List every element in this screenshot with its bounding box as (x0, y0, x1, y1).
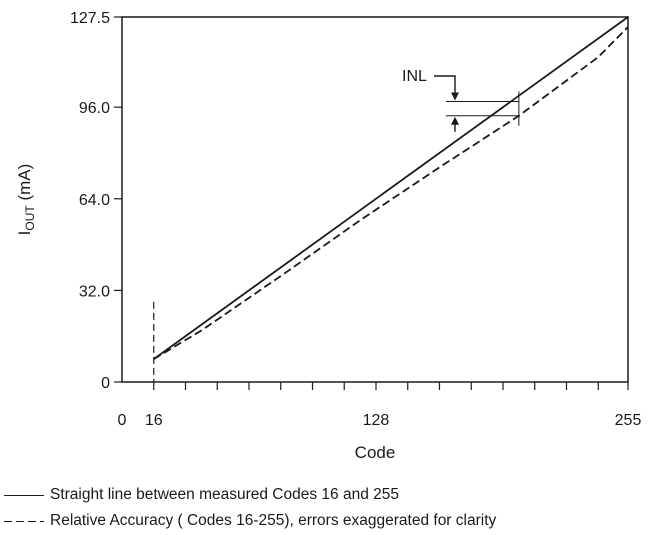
legend-label-solid: Straight line between measured Codes 16 … (50, 486, 399, 503)
x-tick-label: 255 (615, 412, 642, 429)
chart-area: 0 32.0 64.0 96.0 127.5 0 16 128 255 INL Code IOU… (15, 10, 641, 462)
inl-up-arrow-icon (451, 116, 459, 125)
inl-leader-line (434, 75, 456, 94)
legend-entry-dashed: Relative Accuracy ( Codes 16-255), error… (4, 508, 669, 534)
x-tick-label: 16 (145, 412, 163, 429)
y-tick-label: 0 (101, 375, 110, 392)
x-axis-label: Code (355, 443, 396, 462)
inl-down-arrow-icon (451, 92, 459, 101)
legend-entry-solid: Straight line between measured Codes 16 … (4, 482, 669, 508)
legend-solid-line-swatch (4, 495, 44, 496)
y-axis-label-subscript: OUT (23, 205, 37, 231)
y-tick-label: 32.0 (79, 283, 110, 300)
legend: Straight line between measured Codes 16 … (4, 482, 669, 534)
axis-tick-labels: 0 32.0 64.0 96.0 127.5 0 16 128 255 (70, 10, 641, 429)
y-axis-label-main: I (15, 231, 34, 236)
x-tick-label: 0 (118, 412, 127, 429)
plot-frame (121, 16, 629, 383)
series-straight-line (153, 16, 629, 360)
data-series (153, 16, 629, 360)
x-tick-label: 128 (363, 412, 390, 429)
plot-border (121, 16, 629, 383)
axis-ticks (114, 16, 629, 390)
inl-label: INL (402, 68, 427, 85)
y-tick-label: 64.0 (79, 192, 110, 209)
chart-annotations: INL (153, 68, 520, 382)
legend-dashed-line-swatch (4, 521, 44, 522)
series-relative-accuracy-line (153, 26, 629, 360)
y-axis-label-unit: (mA) (15, 164, 34, 206)
y-axis-label: IOUT (mA) (15, 164, 37, 236)
legend-label-dashed: Relative Accuracy ( Codes 16-255), error… (50, 512, 497, 529)
y-tick-label: 96.0 (79, 100, 110, 117)
y-tick-label: 127.5 (70, 10, 110, 27)
